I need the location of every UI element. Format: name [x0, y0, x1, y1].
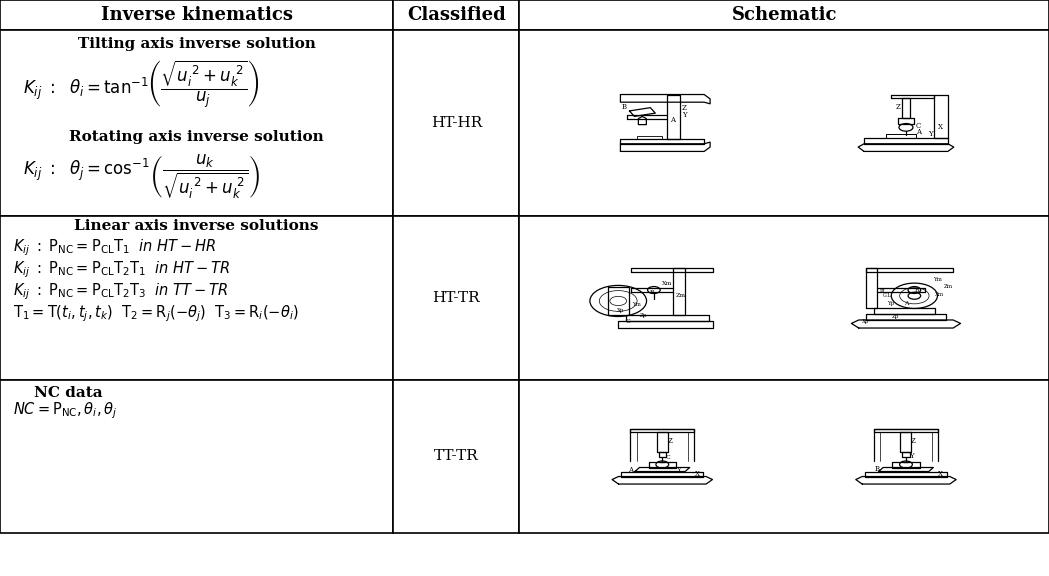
Text: X: X — [939, 123, 943, 131]
Text: $K_{ij}\ :\ \ \theta_i = \tan^{-1}\!\left(\dfrac{\sqrt{u_i^{\ 2}+u_k^{\ 2}}}{u_j: $K_{ij}\ :\ \ \theta_i = \tan^{-1}\!\lef… — [23, 59, 259, 111]
Text: A: A — [669, 116, 675, 124]
Text: Zm: Zm — [943, 284, 952, 289]
Text: $K_{ij}\ :\ \mathrm{P_{NC}} = \mathrm{P_{CL}T_1}$  $\mathit{in\ HT-HR}$: $K_{ij}\ :\ \mathrm{P_{NC}} = \mathrm{P_… — [13, 237, 216, 258]
Text: $\mathit{NC} = \mathrm{P_{NC}},\theta_i,\theta_j$: $\mathit{NC} = \mathrm{P_{NC}},\theta_i,… — [13, 400, 116, 421]
Text: X: X — [938, 469, 943, 478]
Text: Schematic: Schematic — [731, 6, 837, 24]
Text: Inverse kinematics: Inverse kinematics — [101, 6, 293, 24]
Text: Xm: Xm — [935, 292, 944, 297]
Text: Y: Y — [928, 130, 934, 138]
Text: HT-TR: HT-TR — [432, 291, 480, 305]
Bar — [0, 216, 393, 380]
Text: X: X — [694, 469, 700, 478]
Bar — [393, 30, 519, 216]
Text: Z: Z — [667, 437, 672, 445]
Text: Xp: Xp — [617, 308, 624, 313]
Text: Xp: Xp — [862, 319, 870, 324]
Bar — [393, 380, 519, 533]
Bar — [0, 380, 393, 533]
Text: Linear axis inverse solutions: Linear axis inverse solutions — [74, 219, 319, 233]
Text: $K_{ij}\ :\ \ \theta_j = \cos^{-1}\!\left(\dfrac{u_k}{\sqrt{u_i^{\ 2}+u_k^{\ 2}}: $K_{ij}\ :\ \ \theta_j = \cos^{-1}\!\lef… — [23, 153, 261, 201]
Text: C: C — [665, 455, 670, 460]
Text: $K_{ij}\ :\ \mathrm{P_{NC}} = \mathrm{P_{CL}T_2T_1}$  $\mathit{in\ HT-TR}$: $K_{ij}\ :\ \mathrm{P_{NC}} = \mathrm{P_… — [13, 259, 230, 280]
Text: Zm: Zm — [677, 293, 686, 298]
Bar — [519, 0, 1049, 30]
Text: C: C — [916, 122, 921, 130]
Text: Yp: Yp — [886, 301, 894, 306]
Bar — [393, 216, 519, 380]
Text: B: B — [874, 465, 879, 473]
Text: P.L: P.L — [879, 289, 886, 294]
Text: Zp: Zp — [640, 313, 647, 318]
Text: $K_{ij}\ :\ \mathrm{P_{NC}} = \mathrm{P_{CL}T_2T_3}$  $\mathit{in\ TT-TR}$: $K_{ij}\ :\ \mathrm{P_{NC}} = \mathrm{P_… — [13, 281, 228, 302]
Bar — [519, 216, 1049, 380]
Text: Ym: Ym — [933, 277, 942, 282]
Bar — [0, 0, 393, 30]
Text: TT-TR: TT-TR — [434, 449, 478, 464]
Bar — [393, 0, 519, 30]
Text: Y: Y — [909, 453, 914, 460]
Text: C: C — [625, 319, 630, 324]
Text: Y: Y — [682, 111, 687, 119]
Text: Classified: Classified — [407, 6, 506, 24]
Text: Z: Z — [682, 104, 687, 112]
Text: G.L: G.L — [883, 293, 892, 298]
Text: B: B — [622, 103, 627, 111]
Bar — [0, 30, 393, 216]
Text: A: A — [628, 466, 633, 474]
Bar — [519, 380, 1049, 533]
Text: Y: Y — [677, 465, 681, 473]
Text: B: B — [915, 287, 919, 293]
Text: NC data: NC data — [34, 386, 102, 400]
Text: HT-HR: HT-HR — [431, 116, 481, 130]
Text: B: B — [649, 290, 654, 295]
Text: A: A — [904, 301, 908, 306]
Text: A: A — [917, 128, 921, 137]
Text: Zp: Zp — [892, 314, 899, 319]
Text: Z: Z — [911, 437, 916, 445]
Text: Rotating axis inverse solution: Rotating axis inverse solution — [69, 130, 324, 143]
Text: Z: Z — [896, 103, 900, 111]
Text: Tilting axis inverse solution: Tilting axis inverse solution — [78, 37, 316, 51]
Bar — [519, 30, 1049, 216]
Text: $\mathrm{T_1} = \mathrm{T}(t_i,t_j,t_k)$  $\mathrm{T_2} = \mathrm{R}_j(-\theta_j: $\mathrm{T_1} = \mathrm{T}(t_i,t_j,t_k)$… — [13, 303, 299, 324]
Text: Xm: Xm — [662, 281, 672, 286]
Text: Ym: Ym — [631, 302, 641, 308]
